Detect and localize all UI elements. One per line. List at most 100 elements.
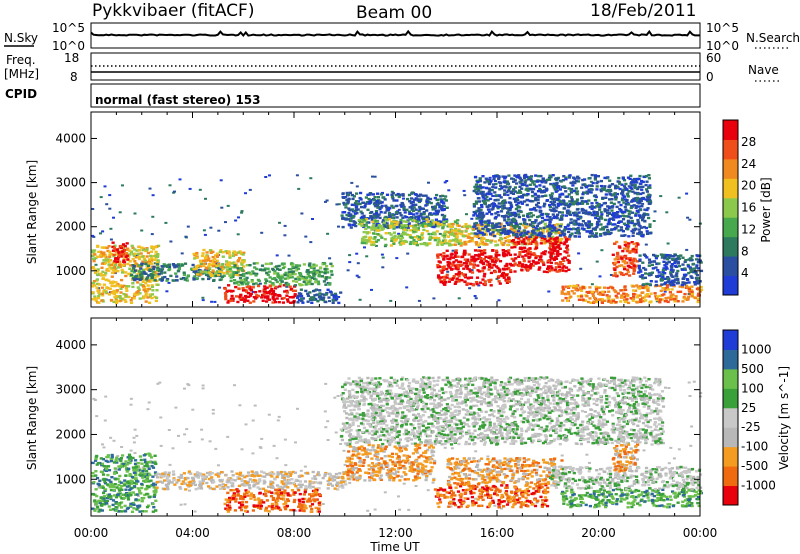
- data-cell: [662, 260, 666, 263]
- data-cell: [235, 273, 239, 277]
- data-cell: [401, 194, 405, 197]
- data-cell: [508, 262, 513, 266]
- velocity-heatmap: [91, 376, 703, 513]
- data-cell: [637, 266, 641, 270]
- data-cell: [576, 203, 580, 206]
- data-cell: [145, 255, 149, 258]
- data-cell: [693, 281, 697, 284]
- data-cell: [469, 225, 473, 229]
- data-cell: [236, 260, 240, 263]
- data-cell: [410, 216, 414, 219]
- data-cell: [432, 212, 436, 215]
- data-cell: [581, 211, 585, 215]
- data-cell: [414, 227, 418, 230]
- data-cell: [638, 298, 643, 301]
- data-cell: [550, 266, 554, 270]
- data-cell: [318, 267, 323, 270]
- data-cell: [632, 264, 636, 268]
- data-cell: [411, 204, 415, 207]
- data-cell: [262, 292, 266, 296]
- data-cell: [481, 186, 485, 189]
- noise-cell: [600, 249, 604, 252]
- data-cell: [577, 235, 581, 238]
- data-cell: [625, 227, 629, 230]
- colorbar-swatch: [723, 120, 738, 140]
- data-cell: [460, 232, 464, 236]
- data-cell: [122, 292, 126, 296]
- data-cell: [571, 184, 575, 187]
- data-cell: [669, 298, 673, 301]
- data-cell: [493, 240, 498, 243]
- data-cell: [435, 230, 439, 233]
- data-cell: [227, 299, 231, 303]
- noise-cell: [590, 283, 594, 286]
- data-cell: [564, 176, 568, 179]
- noise-cell: [347, 212, 351, 214]
- data-cell: [266, 297, 270, 300]
- data-cell: [642, 225, 646, 229]
- data-cell: [351, 223, 355, 227]
- data-cell: [142, 295, 146, 298]
- data-cell: [607, 189, 611, 192]
- data-cell: [474, 221, 479, 225]
- data-cell: [452, 238, 456, 242]
- data-cell: [483, 202, 487, 206]
- data-cell: [144, 300, 148, 303]
- data-cell: [531, 240, 535, 243]
- data-cell: [425, 229, 429, 233]
- noise-cell: [285, 285, 289, 288]
- data-cell: [487, 256, 491, 259]
- data-cell: [615, 185, 620, 188]
- data-cell: [504, 175, 508, 178]
- data-cell: [592, 300, 596, 303]
- data-cell: [556, 250, 560, 253]
- data-cell: [648, 283, 652, 286]
- data-cell: [357, 219, 361, 222]
- data-cell: [665, 253, 669, 257]
- data-cell: [311, 265, 315, 268]
- data-cell: [476, 180, 480, 184]
- data-cell: [681, 281, 685, 284]
- data-cell: [441, 194, 445, 198]
- data-cell: [630, 200, 634, 203]
- noise-cell: [118, 211, 122, 214]
- data-cell: [374, 212, 379, 215]
- data-cell: [497, 177, 501, 181]
- data-cell: [623, 298, 627, 301]
- data-cell: [146, 284, 150, 287]
- data-cell: [523, 181, 527, 184]
- data-cell: [612, 193, 616, 196]
- data-cell: [227, 264, 231, 268]
- data-cell: [407, 222, 411, 225]
- data-cell: [602, 202, 606, 205]
- noise-cell: [468, 287, 472, 290]
- data-cell: [534, 240, 538, 244]
- data-cell: [503, 236, 507, 240]
- data-cell: [665, 284, 670, 287]
- data-cell: [395, 204, 399, 208]
- data-cell: [372, 237, 377, 241]
- data-cell: [673, 300, 677, 303]
- data-cell: [102, 259, 106, 262]
- data-cell: [610, 206, 614, 209]
- data-cell: [496, 243, 500, 247]
- data-cell: [527, 255, 532, 259]
- data-cell: [681, 300, 685, 303]
- data-cell: [202, 264, 206, 268]
- data-cell: [487, 192, 491, 196]
- data-cell: [497, 253, 501, 257]
- data-cell: [530, 190, 535, 194]
- data-cell: [223, 292, 228, 295]
- data-cell: [470, 236, 474, 240]
- data-cell: [625, 193, 629, 196]
- data-cell: [637, 200, 641, 203]
- noise-cell: [630, 230, 634, 233]
- data-cell: [633, 266, 637, 269]
- data-cell: [421, 236, 425, 239]
- data-cell: [227, 250, 231, 253]
- data-cell: [456, 255, 460, 258]
- data-cell: [494, 249, 499, 252]
- data-cell: [222, 274, 226, 277]
- data-cell: [505, 262, 509, 266]
- data-cell: [483, 181, 487, 184]
